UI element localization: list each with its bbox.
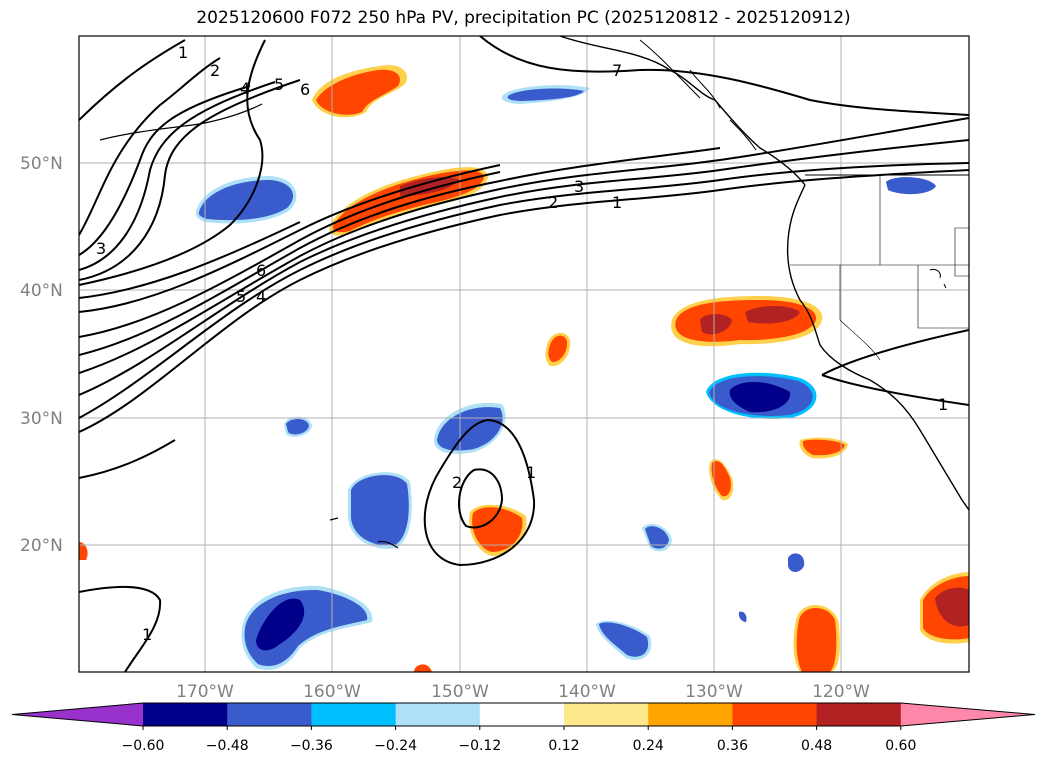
contour-label: 6 — [300, 80, 310, 99]
precip-negative-area — [256, 598, 305, 651]
lon-label: 130°W — [685, 682, 743, 702]
map-panel: 1 2 4 5 6 7 3 2 1 3 6 5 4 2 1 1 1 — [79, 36, 969, 672]
contour-label: 1 — [938, 395, 948, 414]
colorbar-tick-label: 0.12 — [548, 738, 579, 754]
colorbar-tick-label: −0.24 — [374, 738, 417, 754]
contour-labels: 1 2 4 5 6 7 3 2 1 3 6 5 4 2 1 1 1 — [96, 43, 948, 644]
lon-label: 120°W — [812, 682, 870, 702]
precip-negative-area — [886, 177, 936, 195]
precip-positive-area — [400, 177, 460, 196]
contour-label: 1 — [178, 43, 188, 62]
contour-label: 3 — [574, 177, 584, 196]
contour-label: 1 — [142, 625, 152, 644]
contour-label: 3 — [96, 239, 106, 258]
precip-positive-area — [472, 507, 523, 552]
latitude-labels: 50°N 40°N 30°N 20°N — [20, 154, 63, 556]
precip-negative-area — [645, 526, 669, 549]
lat-label: 30°N — [20, 409, 63, 429]
colorbar-segment — [648, 703, 733, 726]
lon-label: 150°W — [431, 682, 489, 702]
colorbar-extend-low — [12, 703, 143, 726]
precip-negative-area — [198, 180, 294, 221]
colorbar-tick-label: 0.60 — [885, 738, 916, 754]
lon-label: 160°W — [303, 682, 361, 702]
precip-negative-area — [738, 611, 747, 622]
colorbar-segment — [143, 703, 228, 726]
precip-positive-area — [711, 461, 731, 497]
precip-negative-area — [351, 475, 409, 546]
precip-positive-area — [802, 439, 845, 456]
colorbar-tick-label: −0.60 — [122, 738, 165, 754]
contour-label: 5 — [236, 287, 246, 306]
pv-contours — [79, 36, 969, 672]
lon-label: 170°W — [176, 682, 234, 702]
precip-fields — [79, 65, 969, 672]
colorbar: −0.60 −0.48 −0.36 −0.24 −0.12 0.12 0.24 0.36 0.4… — [11, 702, 1036, 754]
colorbar-tick-label: −0.36 — [290, 738, 333, 754]
contour-label: 7 — [612, 61, 622, 80]
colorbar-tick-label: −0.48 — [206, 738, 249, 754]
precip-positive-area — [79, 542, 88, 560]
contour-label: 6 — [256, 261, 266, 280]
precip-positive-area — [414, 664, 432, 672]
precip-negative-area — [788, 553, 805, 572]
precip-positive-area — [745, 306, 800, 324]
lat-label: 50°N — [20, 154, 63, 174]
precip-negative-area — [507, 88, 584, 101]
lon-label: 140°W — [558, 682, 616, 702]
colorbar-tick-label: −0.12 — [458, 738, 501, 754]
precip-negative-area — [286, 418, 309, 435]
precip-positive-area — [796, 608, 837, 672]
precip-positive-area — [935, 587, 969, 627]
lat-label: 40°N — [20, 281, 63, 301]
precip-positive-area — [700, 314, 732, 335]
precip-negative-area — [599, 622, 649, 657]
contour-label: 4 — [240, 79, 250, 98]
map-title: 2025120600 F072 250 hPa PV, precipitatio… — [196, 8, 851, 28]
colorbar-segment — [564, 703, 649, 726]
colorbar-segment — [395, 703, 481, 726]
colorbar-tick-label: 0.24 — [633, 738, 664, 754]
colorbar-segment — [816, 703, 902, 726]
precip-positive-area — [316, 69, 400, 115]
contour-label: 5 — [274, 75, 284, 94]
precip-negative-area — [729, 381, 791, 413]
contour-label: 4 — [256, 287, 266, 306]
colorbar-segment — [479, 703, 565, 726]
colorbar-extend-high — [900, 703, 1035, 726]
colorbar-segment — [227, 703, 312, 726]
contour-label: 1 — [612, 193, 622, 212]
colorbar-segment — [732, 703, 818, 726]
colorbar-segment — [311, 703, 397, 726]
contour-label: 2 — [452, 473, 462, 492]
map-frame — [78, 35, 970, 673]
lat-label: 20°N — [20, 536, 63, 556]
longitude-labels: 170°W 160°W 150°W 140°W 130°W 120°W — [176, 682, 870, 702]
precip-positive-area — [548, 335, 568, 363]
contour-label: 2 — [548, 193, 558, 212]
contour-label: 1 — [526, 463, 536, 482]
colorbar-tick-label: 0.48 — [801, 738, 832, 754]
colorbar-tick-label: 0.36 — [717, 738, 748, 754]
contour-label: 2 — [210, 61, 220, 80]
